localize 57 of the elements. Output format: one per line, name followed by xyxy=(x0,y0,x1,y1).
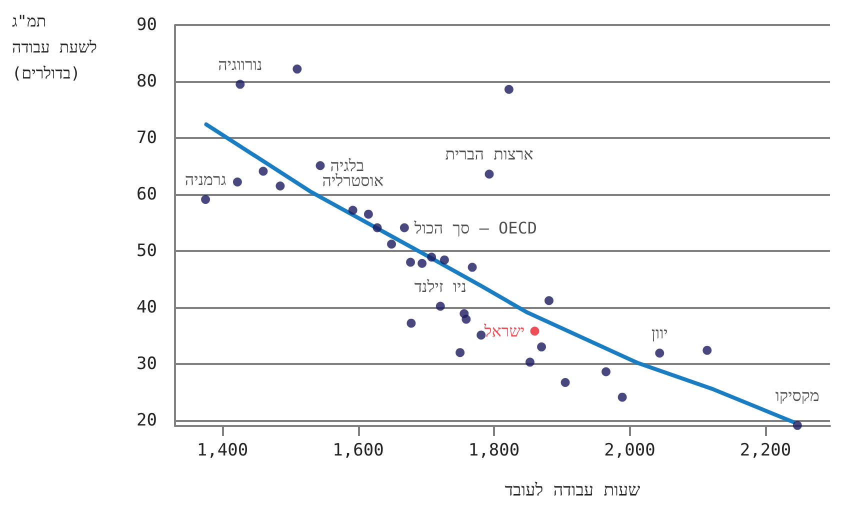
y-tick-label: 20 xyxy=(136,410,157,430)
point xyxy=(406,258,416,267)
point xyxy=(484,170,494,179)
annotation: ניו זילנד xyxy=(414,276,466,296)
point xyxy=(702,346,712,355)
annotation: ארצות הברית xyxy=(445,144,534,164)
annotation: סך הכול – OECD xyxy=(413,218,538,238)
point xyxy=(406,318,416,328)
point xyxy=(504,84,514,94)
point xyxy=(456,348,465,358)
y-tick-label: 60 xyxy=(136,184,157,204)
point xyxy=(348,206,358,215)
y-axis-title: תמ"ג לשעת עבודה (בדולרים) xyxy=(12,12,98,82)
annotation: מקסיקו xyxy=(775,386,820,405)
point xyxy=(292,64,302,74)
point xyxy=(316,161,325,170)
x-axis-title: שעות עבודה לעובד xyxy=(504,480,640,500)
point xyxy=(468,262,477,272)
y-tick-label: 90 xyxy=(136,15,157,35)
point xyxy=(440,255,449,264)
point xyxy=(387,240,396,249)
x-tick-label: 1,600 xyxy=(332,440,384,460)
point xyxy=(418,258,427,268)
point xyxy=(537,342,546,352)
x-tick-label: 1,800 xyxy=(468,440,520,460)
annotation: גרמניה xyxy=(184,170,226,190)
x-tick-label: 1,400 xyxy=(196,440,248,460)
annotation: נורווגיה xyxy=(218,54,262,74)
y-tick-label: 50 xyxy=(136,240,157,261)
point xyxy=(544,296,554,306)
y-tick-label: 80 xyxy=(136,71,157,92)
annotation: יוון xyxy=(651,324,668,343)
y-tick-label: 40 xyxy=(136,297,157,318)
point xyxy=(276,181,285,190)
point xyxy=(560,378,570,388)
point xyxy=(258,166,268,176)
point xyxy=(655,348,664,358)
point xyxy=(792,420,802,430)
point xyxy=(236,80,245,89)
point xyxy=(232,178,242,187)
x-tick-label: 2,200 xyxy=(740,440,792,460)
y-tick-label: 70 xyxy=(136,128,157,148)
point xyxy=(436,302,445,311)
point xyxy=(400,223,409,232)
point xyxy=(526,358,534,367)
point xyxy=(372,223,382,232)
y-tick-label: 30 xyxy=(136,354,157,374)
point xyxy=(427,252,436,262)
point xyxy=(602,367,611,376)
point xyxy=(618,392,627,402)
x-tick-label: 2,000 xyxy=(604,440,656,460)
point xyxy=(462,314,471,324)
point xyxy=(201,195,210,204)
annotation: אוסטרליה xyxy=(322,170,384,190)
annotation: ישראל xyxy=(483,322,525,341)
point xyxy=(530,326,540,336)
point xyxy=(364,210,373,219)
